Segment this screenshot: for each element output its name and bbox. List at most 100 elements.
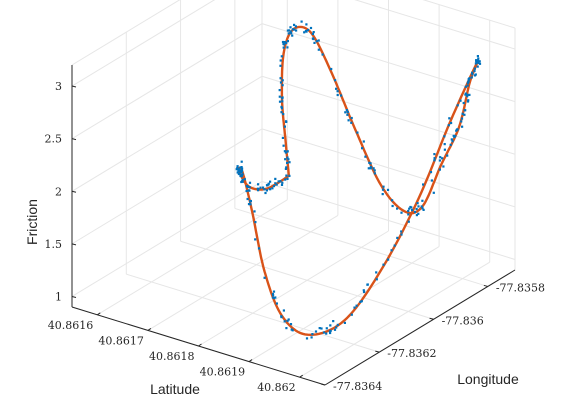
data-point [282,113,285,116]
data-point [253,210,256,213]
data-point [449,143,452,146]
data-point [468,77,471,80]
y-tick-label: -77.836 [442,314,484,327]
data-point [421,199,424,202]
data-point [413,210,417,214]
z-tick-label: 1.5 [45,238,63,251]
z-tick-mark [71,190,77,193]
x-tick-label: 40.8616 [48,319,94,332]
data-point [312,31,315,34]
data-point [468,93,471,96]
data-point [310,336,313,339]
data-point [284,178,287,181]
data-point [287,318,290,321]
z-tick-label: 2.5 [45,133,63,146]
data-point [350,121,353,124]
data-point [407,209,410,213]
grid-line [71,128,263,245]
grid-line [71,0,216,87]
data-point [284,167,287,170]
data-point [456,104,459,107]
data-point [289,26,292,29]
data-point [286,177,289,180]
data-point [236,171,239,174]
data-point [240,160,243,163]
data-point [283,41,287,44]
data-point [369,167,372,170]
y-tick-label: -77.8358 [496,281,545,294]
grid-line [126,273,380,353]
data-point [476,61,479,64]
data-point [280,111,283,114]
data-point [237,169,240,173]
data-point [408,207,411,210]
data-point [256,187,259,190]
fitted-curve [237,25,480,336]
data-point [325,332,328,335]
data-point [315,40,318,43]
data-point [313,41,316,44]
data-point [396,236,399,239]
data-point [417,205,420,208]
data-point [448,117,451,120]
z-tick-label: 2 [55,185,62,198]
data-point [442,165,445,168]
data-point [387,258,390,261]
data-point [443,143,446,146]
data-point [400,211,403,214]
data-point [240,169,244,173]
data-point [464,85,467,88]
data-point [257,247,261,250]
data-point [285,327,288,330]
data-point [477,57,480,60]
data-point [293,23,296,26]
data-point [284,158,287,161]
data-point [257,189,260,192]
data-point [291,28,295,31]
data-point [335,87,338,90]
data-point [447,124,450,127]
grid-line [71,181,263,297]
data-point [249,203,252,206]
data-point [367,167,370,170]
data-point [466,84,469,87]
x-tick-mark [248,359,253,363]
data-point [322,331,326,334]
data-point [267,182,270,185]
data-point [240,180,243,184]
data-point [320,327,323,330]
data-point [280,55,283,58]
data-point [382,263,385,266]
data-point [286,150,289,153]
data-point [248,181,252,184]
data-point [305,30,308,33]
data-point [295,29,298,32]
data-point [254,221,257,224]
data-point [271,187,274,190]
data-point [333,328,337,331]
data-point [271,296,274,299]
data-point [290,32,293,35]
data-point [415,207,418,211]
data-point [265,189,268,192]
data-point [285,174,288,177]
data-point [466,100,470,103]
data-point [430,179,433,182]
data-point [288,174,291,177]
data-point [477,61,480,65]
data-point [362,289,365,292]
grid-line [261,75,516,155]
data-point [278,95,281,98]
grid-line [261,181,516,260]
data-point [391,204,394,208]
data-point [336,93,339,97]
y-tick-mark [375,350,380,353]
data-point [240,174,243,177]
grid-line [261,23,516,103]
x-tick-label: 40.8619 [200,366,246,379]
grid-line [147,214,339,331]
data-point [393,244,396,247]
data-point [417,212,420,215]
data-point [441,157,444,160]
data-point [282,46,285,49]
